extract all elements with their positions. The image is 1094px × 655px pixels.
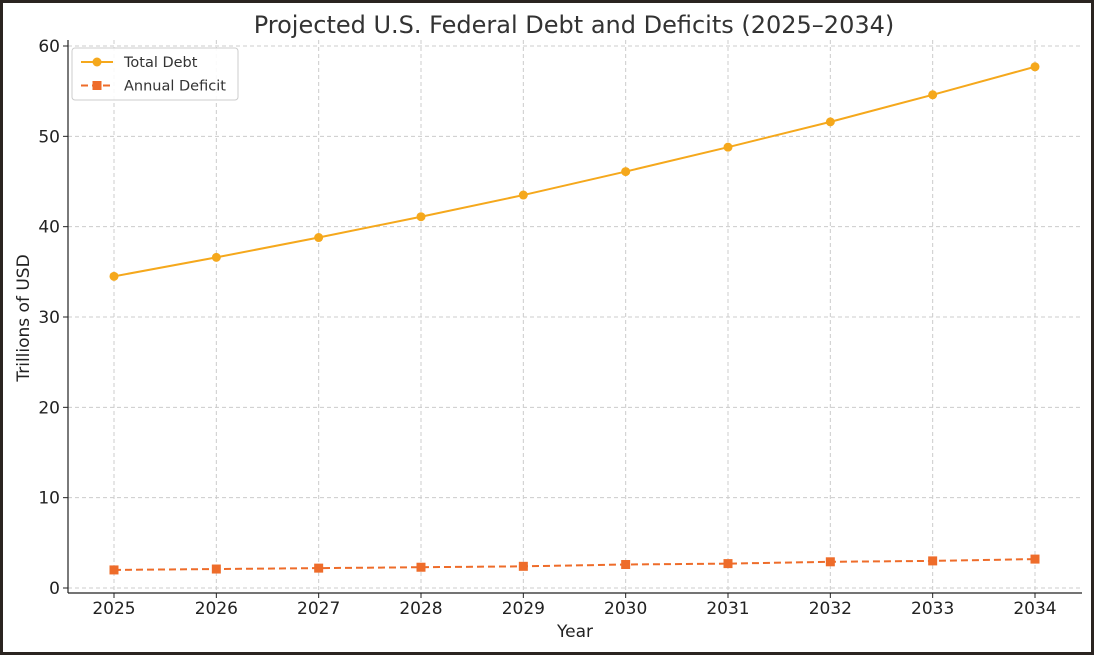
x-tick-label: 2034 bbox=[1013, 599, 1056, 619]
data-point bbox=[723, 559, 733, 569]
data-point bbox=[621, 167, 631, 177]
legend-marker bbox=[92, 81, 102, 90]
x-tick-label: 2032 bbox=[809, 599, 852, 619]
y-tick-label: 0 bbox=[49, 579, 60, 599]
chart-title: Projected U.S. Federal Debt and Deficits… bbox=[254, 11, 895, 39]
y-tick-label: 40 bbox=[38, 218, 60, 238]
series-total-debt bbox=[109, 62, 1040, 281]
data-point bbox=[518, 190, 528, 200]
data-point bbox=[928, 90, 938, 100]
x-tick-label: 2030 bbox=[604, 599, 647, 619]
x-tick-label: 2028 bbox=[399, 599, 442, 619]
x-tick-label: 2031 bbox=[706, 599, 749, 619]
legend-box bbox=[71, 47, 239, 101]
data-point bbox=[825, 117, 835, 127]
legend: Total Debt Annual Deficit bbox=[71, 47, 239, 101]
y-tick-label: 10 bbox=[38, 489, 60, 509]
legend-label: Annual Deficit bbox=[124, 79, 226, 95]
legend-marker bbox=[92, 57, 102, 67]
y-tick-label: 30 bbox=[38, 308, 60, 328]
data-point bbox=[1030, 554, 1040, 564]
legend-label: Total Debt bbox=[123, 55, 198, 71]
series-line bbox=[113, 65, 1036, 278]
series-layer bbox=[109, 62, 1040, 575]
data-point bbox=[928, 556, 938, 566]
data-point bbox=[1030, 62, 1040, 72]
x-tick-label: 2026 bbox=[195, 599, 238, 619]
data-point bbox=[621, 560, 631, 570]
grid bbox=[68, 40, 1082, 593]
data-point bbox=[518, 561, 528, 571]
y-axis-label: Trillions of USD bbox=[14, 254, 34, 382]
data-point bbox=[211, 252, 221, 262]
data-point bbox=[211, 564, 221, 574]
x-tick-label: 2027 bbox=[297, 599, 340, 619]
data-point bbox=[314, 233, 324, 243]
data-point bbox=[109, 271, 119, 281]
data-point bbox=[109, 565, 119, 575]
chart-svg: Projected U.S. Federal Debt and Deficits… bbox=[14, 11, 1082, 642]
x-tick-label: 2025 bbox=[92, 599, 135, 619]
data-point bbox=[416, 212, 426, 222]
axes bbox=[63, 40, 1082, 598]
data-point bbox=[825, 557, 835, 567]
tick-labels: 2025 2026 2027 2028 2029 2030 2031 2032 2033 2034… bbox=[38, 37, 1056, 619]
y-tick-label: 20 bbox=[38, 398, 60, 418]
series-annual-deficit bbox=[109, 554, 1040, 575]
series-line bbox=[113, 558, 1036, 571]
x-axis-label: Year bbox=[556, 622, 593, 642]
x-tick-label: 2029 bbox=[502, 599, 545, 619]
data-point bbox=[416, 562, 426, 572]
y-tick-label: 50 bbox=[38, 127, 60, 147]
data-point bbox=[723, 142, 733, 152]
data-point bbox=[314, 563, 324, 573]
y-tick-label: 60 bbox=[38, 37, 60, 57]
x-tick-label: 2033 bbox=[911, 599, 954, 619]
